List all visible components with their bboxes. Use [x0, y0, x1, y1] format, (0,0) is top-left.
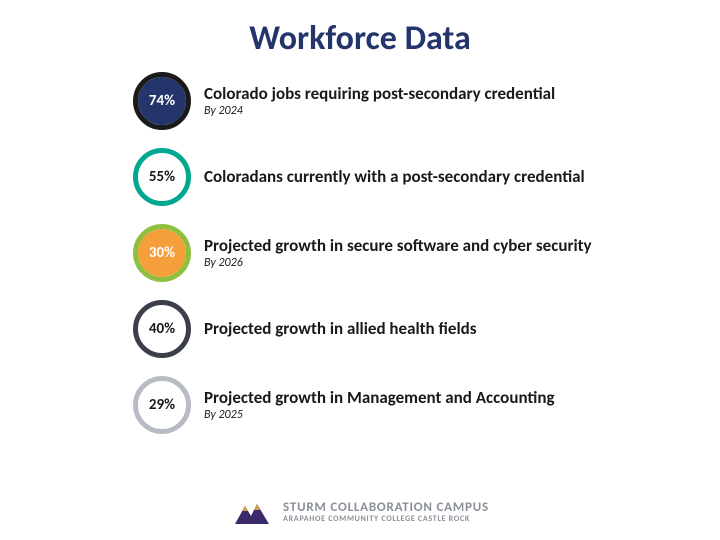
- footer-text: STURM COLLABORATION CAMPUS ARAPAHOE COMM…: [283, 501, 489, 523]
- stat-badge: 74%: [138, 77, 186, 125]
- stat-badge: 40%: [138, 305, 186, 353]
- stat-badge: 55%: [138, 153, 186, 201]
- stat-label: Colorado jobs requiring post-secondary c…: [204, 84, 555, 104]
- stat-percent: 55%: [149, 168, 175, 186]
- stat-label: Coloradans currently with a post-seconda…: [204, 167, 585, 187]
- footer-subtitle: ARAPAHOE COMMUNITY COLLEGE CASTLE ROCK: [283, 515, 489, 523]
- slide: Workforce Data 74% Colorado jobs requiri…: [0, 0, 720, 540]
- stat-row: 40% Projected growth in allied health fi…: [138, 305, 680, 353]
- footer-title: STURM COLLABORATION CAMPUS: [283, 501, 489, 515]
- stat-sub: By 2025: [204, 408, 555, 422]
- stat-text: Projected growth in Management and Accou…: [204, 388, 555, 423]
- stat-percent: 29%: [149, 396, 175, 414]
- stat-sub: By 2026: [204, 256, 592, 270]
- stat-label: Projected growth in secure software and …: [204, 236, 592, 256]
- stat-sub: By 2024: [204, 104, 555, 118]
- stat-row: 74% Colorado jobs requiring post-seconda…: [138, 77, 680, 125]
- stat-badge: 29%: [138, 381, 186, 429]
- stat-row: 55% Coloradans currently with a post-sec…: [138, 153, 680, 201]
- mountain-logo-icon: [231, 498, 273, 526]
- stat-row: 29% Projected growth in Management and A…: [138, 381, 680, 429]
- stat-label: Projected growth in Management and Accou…: [204, 388, 555, 408]
- stat-text: Colorado jobs requiring post-secondary c…: [204, 84, 555, 119]
- stat-text: Projected growth in allied health fields: [204, 319, 477, 339]
- stat-text: Projected growth in secure software and …: [204, 236, 592, 271]
- stat-row: 30% Projected growth in secure software …: [138, 229, 680, 277]
- stat-percent: 74%: [149, 92, 175, 110]
- footer: STURM COLLABORATION CAMPUS ARAPAHOE COMM…: [0, 498, 720, 526]
- stat-rows: 74% Colorado jobs requiring post-seconda…: [40, 77, 680, 429]
- stat-label: Projected growth in allied health fields: [204, 319, 477, 339]
- stat-text: Coloradans currently with a post-seconda…: [204, 167, 585, 187]
- stat-badge: 30%: [138, 229, 186, 277]
- stat-percent: 30%: [149, 244, 175, 262]
- page-title: Workforce Data: [40, 18, 680, 59]
- stat-percent: 40%: [149, 320, 175, 338]
